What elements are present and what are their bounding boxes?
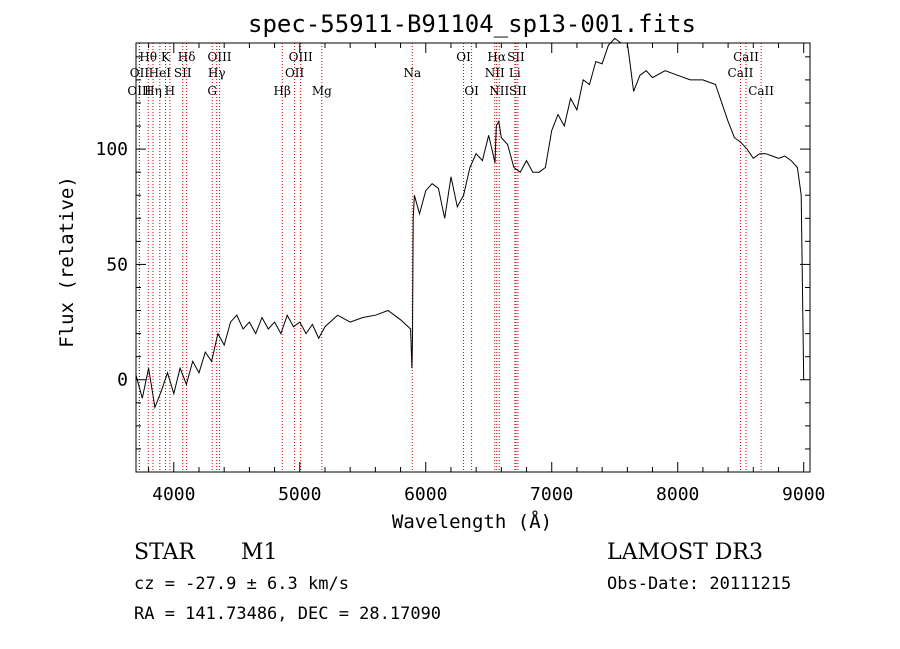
axis-ticks: 4000 5000 6000 7000 8000 9000 0 50 100 <box>95 43 825 505</box>
spectral-line-label: Hβ <box>274 84 291 98</box>
x-tick-label: 5000 <box>278 484 321 505</box>
spectral-line-label: Li <box>509 66 521 80</box>
spectral-line-label: SII <box>174 66 192 80</box>
x-tick-label: 7000 <box>530 484 573 505</box>
spectral-line-label: SII <box>507 50 525 64</box>
spectral-line-label: Hα <box>487 50 506 64</box>
spectral-line-label: Hθ <box>139 50 157 64</box>
y-tick-label: 0 <box>117 370 128 391</box>
spectrum-chart: spec-55911-B91104_sp13-001.fits Hθ OII OII… <box>56 10 825 533</box>
object-subclass: M1 <box>241 540 278 565</box>
spectral-line-label: CaII <box>748 84 774 98</box>
spectral-line-label: OIII <box>127 84 151 98</box>
spectral-line-label: Hγ <box>208 66 226 80</box>
x-tick-label: 8000 <box>656 484 699 505</box>
y-tick-label: 100 <box>95 139 128 160</box>
spectral-line-label: CaII <box>728 66 754 80</box>
spectral-line-label: H <box>165 84 175 98</box>
coordinates: RA = 141.73486, DEC = 28.17090 <box>134 604 442 624</box>
spectral-line-label: Mg <box>312 84 332 98</box>
x-axis-label: Wavelength (Å) <box>392 510 552 533</box>
spectral-line-label: OI <box>464 84 479 98</box>
y-axis-label: Flux (relative) <box>56 176 78 348</box>
spectral-line-label: OI <box>456 50 471 64</box>
spectral-line-label: NII <box>489 84 509 98</box>
spectral-line-label: G <box>207 84 217 98</box>
redshift-value: cz = -27.9 ± 6.3 km/s <box>134 574 349 594</box>
object-class: STAR <box>134 540 195 565</box>
spectrum-line <box>135 37 805 410</box>
spectral-line-label: K <box>161 50 171 64</box>
chart-title: spec-55911-B91104_sp13-001.fits <box>248 10 696 38</box>
x-tick-label: 4000 <box>152 484 195 505</box>
y-tick-label: 50 <box>106 254 128 275</box>
x-tick-label: 9000 <box>782 484 825 505</box>
spectral-line-label: SII <box>509 84 527 98</box>
plot-frame <box>135 42 811 473</box>
spectral-line-label: OIII <box>289 50 313 64</box>
spectral-line-label: OII <box>285 66 305 80</box>
spectral-line-label: CaII <box>733 50 759 64</box>
spectral-line-label: NII <box>485 66 505 80</box>
spectral-line-label: Na <box>403 66 421 80</box>
observation-date: Obs-Date: 20111215 <box>607 574 792 594</box>
survey-name: LAMOST DR3 <box>607 540 763 565</box>
x-tick-label: 6000 <box>404 484 447 505</box>
spectral-line-label: Hδ <box>178 50 196 64</box>
spectral-line-label: OIII <box>207 50 231 64</box>
spectral-line-label: Hη <box>144 84 162 98</box>
spectral-line-label: HeI <box>149 66 172 80</box>
